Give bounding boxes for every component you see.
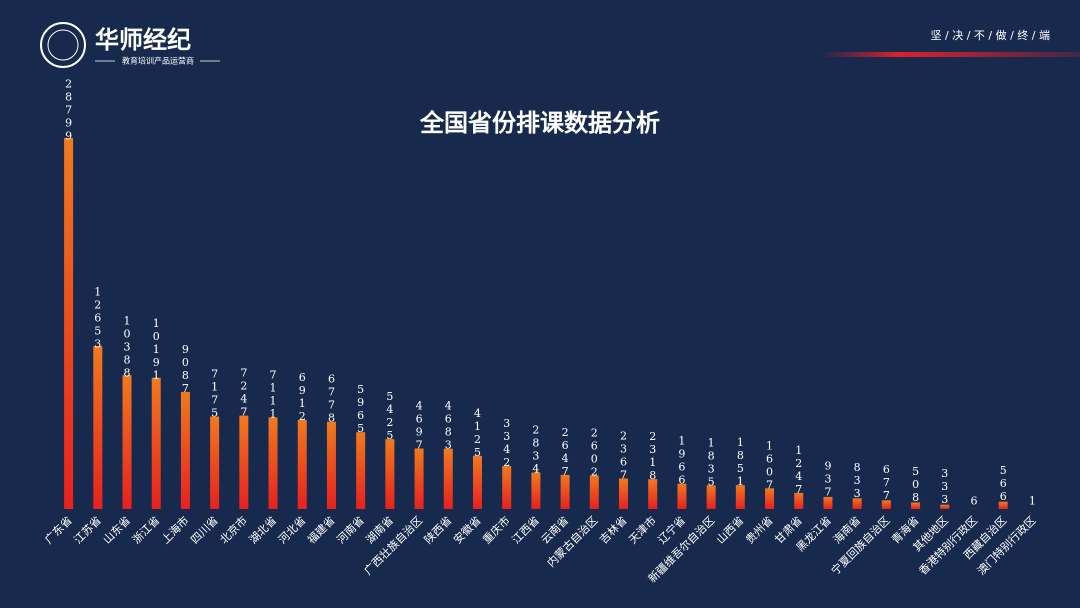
bar: [940, 504, 950, 509]
value-label: 6778: [325, 373, 338, 425]
value-label: 12653: [91, 285, 104, 350]
value-label: 677: [880, 463, 893, 502]
bar: [648, 479, 658, 509]
bar: [560, 474, 570, 509]
value-label: 10388: [121, 315, 134, 380]
value-label: 4683: [442, 400, 455, 452]
value-label: 7111: [267, 368, 280, 420]
value-label: 1835: [705, 436, 718, 488]
bar: [706, 485, 716, 509]
value-label: 4697: [413, 399, 426, 451]
bar: [765, 488, 775, 509]
bar: [881, 500, 891, 509]
bar: [385, 439, 395, 509]
bar: [911, 502, 921, 509]
accent-line: [820, 52, 1080, 57]
value-label: 566: [997, 464, 1010, 503]
bar: [472, 455, 482, 509]
value-label: 6: [967, 494, 980, 507]
bar: [297, 419, 307, 509]
brand: 华师经纪: [95, 26, 191, 54]
bar: [414, 448, 424, 509]
bar: [735, 485, 745, 509]
logo-inner: [47, 29, 79, 61]
bar: [677, 483, 687, 509]
bar: [64, 138, 74, 509]
bar: [589, 475, 599, 509]
value-label: 2647: [559, 426, 572, 478]
value-label: 4125: [471, 407, 484, 459]
bar: [122, 375, 132, 509]
value-label: 10191: [150, 317, 163, 382]
value-label: 28799: [62, 78, 75, 143]
value-label: 9087: [179, 343, 192, 395]
value-label: 508: [909, 465, 922, 504]
value-label: 6912: [296, 371, 309, 423]
motto: 坚 / 决 / 不 / 做 / 终 / 端: [931, 28, 1051, 42]
value-label: 7175: [208, 368, 221, 420]
value-label: 937: [821, 459, 834, 498]
bar: [619, 478, 629, 509]
bar: [268, 417, 278, 509]
bar: [356, 432, 366, 509]
bar: [502, 465, 512, 509]
bar: [151, 377, 161, 509]
bar: [180, 391, 190, 509]
bar: [794, 492, 804, 509]
value-label: 2367: [617, 430, 630, 482]
logo: [40, 22, 86, 68]
bar: [210, 416, 220, 509]
tagline: 教育培训产品运营商: [122, 56, 194, 66]
bar: [93, 345, 103, 509]
value-label: 2602: [588, 426, 601, 478]
bar: [852, 498, 862, 509]
value-label: 2318: [646, 430, 659, 482]
value-label: 1966: [675, 435, 688, 487]
bar: [998, 501, 1008, 509]
value-label: 5425: [383, 390, 396, 442]
value-label: 1607: [763, 439, 776, 491]
bar: [823, 496, 833, 509]
value-label: 3342: [500, 417, 513, 469]
value-label: 1: [1026, 494, 1039, 507]
bar: [443, 448, 453, 509]
value-label: 1247: [792, 444, 805, 496]
chart-title: 全国省份排课数据分析: [419, 109, 660, 137]
value-label: 333: [938, 467, 951, 506]
value-label: 1851: [734, 436, 747, 488]
value-label: 7247: [237, 367, 250, 419]
bar: [239, 415, 249, 509]
value-label: 2834: [529, 423, 542, 475]
bar: [531, 472, 541, 509]
bar: [326, 421, 336, 509]
value-label: 833: [851, 461, 864, 500]
value-label: 5965: [354, 383, 367, 435]
